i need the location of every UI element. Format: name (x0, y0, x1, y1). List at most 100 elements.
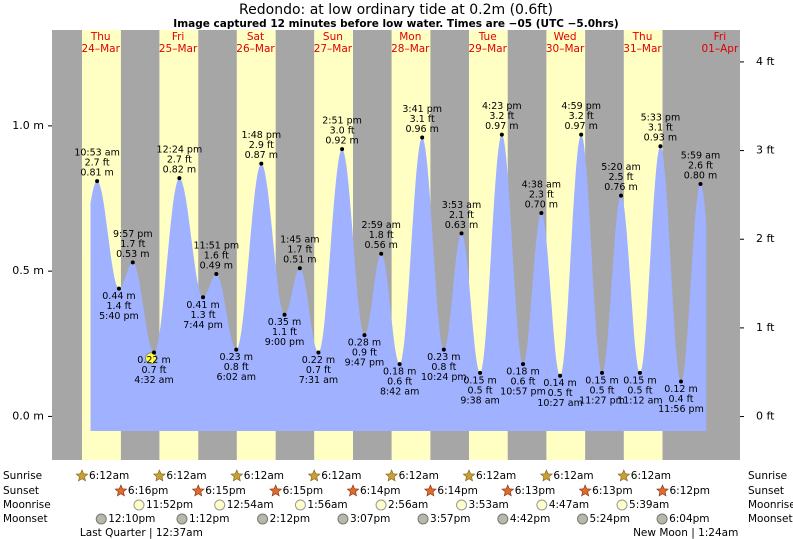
tide-ft-label: 3.1 ft (410, 114, 435, 125)
moonset-icon (577, 513, 589, 525)
moonrise-time: 12:54am (227, 499, 274, 511)
date-label: 29–Mar (468, 43, 507, 55)
tide-time-label: 3:53 am (442, 200, 481, 211)
tide-level-label: 0.76 m (604, 182, 637, 193)
row-label: Sunset (3, 485, 39, 497)
sunrise-icon (385, 469, 399, 482)
tide-level-label: 0.82 m (163, 165, 196, 176)
tide-point (600, 370, 605, 375)
tide-level-label: 0.93 m (644, 133, 677, 144)
sunrise-icon (75, 469, 89, 482)
tide-time-label: 5:40 pm (99, 311, 139, 322)
tide-level-label: 0.35 m (268, 317, 301, 328)
date-label: 28–Mar (391, 43, 430, 55)
tide-ft-label: 2.1 ft (449, 210, 474, 221)
tide-point (116, 286, 121, 291)
y-tick-label: 1.0 m (12, 119, 44, 132)
tide-ft-label: 1.4 ft (106, 301, 131, 312)
sunrise-time: 6:12am (321, 470, 361, 482)
moonset-time: 3:07pm (350, 513, 390, 525)
tide-ft-label: 2.7 ft (167, 155, 192, 166)
tide-ft-label: 0.7 ft (306, 365, 331, 376)
tide-point (521, 362, 526, 367)
tide-point (478, 370, 483, 375)
row-label: Moonset (748, 513, 793, 525)
tide-time-label: 7:44 pm (183, 320, 223, 331)
sunrise-time: 6:12am (553, 470, 593, 482)
moonrise-time: 5:39am (629, 499, 669, 511)
tide-point (420, 135, 425, 140)
tide-ft-label: 3.0 ft (330, 126, 355, 137)
tide-time-label: 9:47 pm (345, 358, 385, 369)
tide-point (201, 295, 206, 300)
tide-level-label: 0.87 m (245, 150, 278, 161)
moonset-icon (417, 513, 429, 525)
sunset-time: 6:14pm (437, 485, 477, 497)
tide-area (90, 134, 707, 431)
sunrise-icon (230, 469, 244, 482)
sunrise-icon (539, 469, 553, 482)
tide-point (397, 362, 402, 367)
sunrise-icon (462, 469, 476, 482)
moonset-time: 1:12pm (189, 513, 229, 525)
day-label: Thu (90, 31, 111, 43)
row-label: Moonrise (748, 499, 793, 511)
tide-point (130, 260, 135, 265)
tide-level-label: 0.15 m (463, 375, 496, 386)
moonrise-time: 3:53am (469, 499, 509, 511)
tide-level-label: 0.22 m (302, 355, 335, 366)
sunrise-icon (152, 469, 166, 482)
tide-point (282, 312, 287, 317)
tide-time-label: 3:41 pm (402, 104, 442, 115)
moonrise-icon (616, 499, 628, 511)
tide-ft-label: 3.1 ft (648, 123, 673, 134)
tide-point (658, 144, 663, 149)
tide-level-label: 0.70 m (525, 200, 558, 211)
tide-level-label: 0.97 m (564, 121, 597, 132)
moonset-icon (497, 513, 509, 525)
sunrise-time: 6:12am (399, 470, 439, 482)
sunset-icon (191, 484, 205, 497)
tide-time-label: 4:59 pm (561, 101, 601, 112)
tide-ft-label: 2.6 ft (688, 160, 713, 171)
tide-level-label: 0.49 m (200, 261, 233, 272)
moon-phase: New Moon | 1:24am (633, 527, 738, 539)
tide-level-label: 0.92 m (325, 136, 358, 147)
moonset-time: 6:04pm (669, 513, 709, 525)
tide-ft-label: 0.5 ft (548, 388, 573, 399)
tide-time-label: 4:32 am (134, 375, 173, 386)
tide-point (177, 176, 182, 181)
tide-level-label: 0.22 m (137, 355, 170, 366)
tide-level-label: 0.56 m (365, 240, 398, 251)
tide-point (637, 370, 642, 375)
tide-level-label: 0.44 m (102, 291, 135, 302)
tide-level-label: 0.51 m (283, 255, 316, 266)
tide-ft-label: 0.8 ft (224, 362, 249, 373)
moonrise-icon (375, 499, 387, 511)
date-label: 31–Mar (623, 43, 662, 55)
tide-time-label: 4:38 am (522, 180, 561, 191)
tide-level-label: 0.18 m (383, 367, 416, 378)
tide-point (539, 211, 544, 216)
tide-point (259, 161, 264, 166)
tide-level-label: 0.23 m (220, 352, 253, 363)
sunset-icon (423, 484, 437, 497)
date-label: 24–Mar (81, 43, 120, 55)
moonset-time: 3:57pm (430, 513, 470, 525)
tide-time-label: 1:45 am (280, 235, 319, 246)
moonrise-icon (214, 499, 226, 511)
sunset-time: 6:16pm (128, 485, 168, 497)
tide-time-label: 5:59 am (681, 150, 720, 161)
tide-level-label: 0.15 m (623, 375, 656, 386)
sunset-time: 6:13pm (592, 485, 632, 497)
sunrise-icon (307, 469, 321, 482)
moonset-icon (656, 513, 668, 525)
y2-tick-label: 3 ft (756, 144, 775, 157)
tide-point (316, 350, 321, 355)
moonrise-icon (294, 499, 306, 511)
sunset-time: 6:15pm (205, 485, 245, 497)
day-label: Fri (172, 31, 185, 43)
chart-title: Redondo: at low ordinary tide at 0.2m (0… (239, 2, 553, 18)
moonrise-icon (133, 499, 145, 511)
tide-time-label: 9:00 pm (265, 337, 305, 348)
